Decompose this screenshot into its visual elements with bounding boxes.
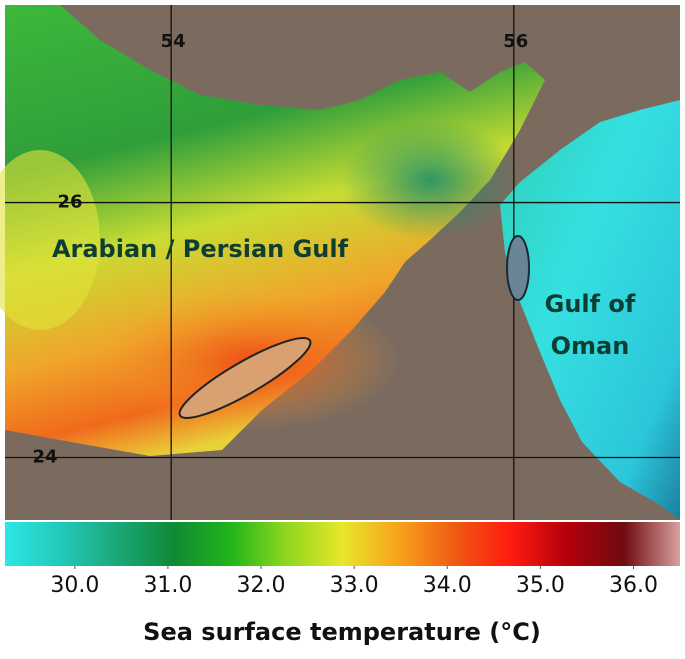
oman-area-marker <box>506 235 530 301</box>
colorbar-tick-label: 31.0 <box>143 573 192 598</box>
colorbar-label: Sea surface temperature (°C) <box>143 618 541 646</box>
colorbar-tick-label: 33.0 <box>330 573 379 598</box>
graticule <box>5 5 680 520</box>
longitude-label: 56 <box>503 31 528 52</box>
gulf-of-oman-sea <box>500 100 680 520</box>
longitude-label: 54 <box>161 31 186 52</box>
strait-water <box>340 120 520 240</box>
colorbar-tick-label: 36.0 <box>609 573 658 598</box>
colorbar-tick-label: 32.0 <box>237 573 286 598</box>
region-label: Gulf of <box>545 290 636 318</box>
colorbar <box>5 522 680 566</box>
shallow-patch <box>0 150 100 330</box>
latitude-label: 24 <box>32 447 57 468</box>
region-label: Arabian / Persian Gulf <box>52 235 349 263</box>
colorbar-tick-label: 35.0 <box>516 573 565 598</box>
latitude-label: 26 <box>57 192 82 213</box>
colorbar-tick-label: 34.0 <box>423 573 472 598</box>
warm-area-marker <box>178 337 312 419</box>
region-label: Oman <box>551 332 630 360</box>
colorbar-tick-label: 30.0 <box>50 573 99 598</box>
